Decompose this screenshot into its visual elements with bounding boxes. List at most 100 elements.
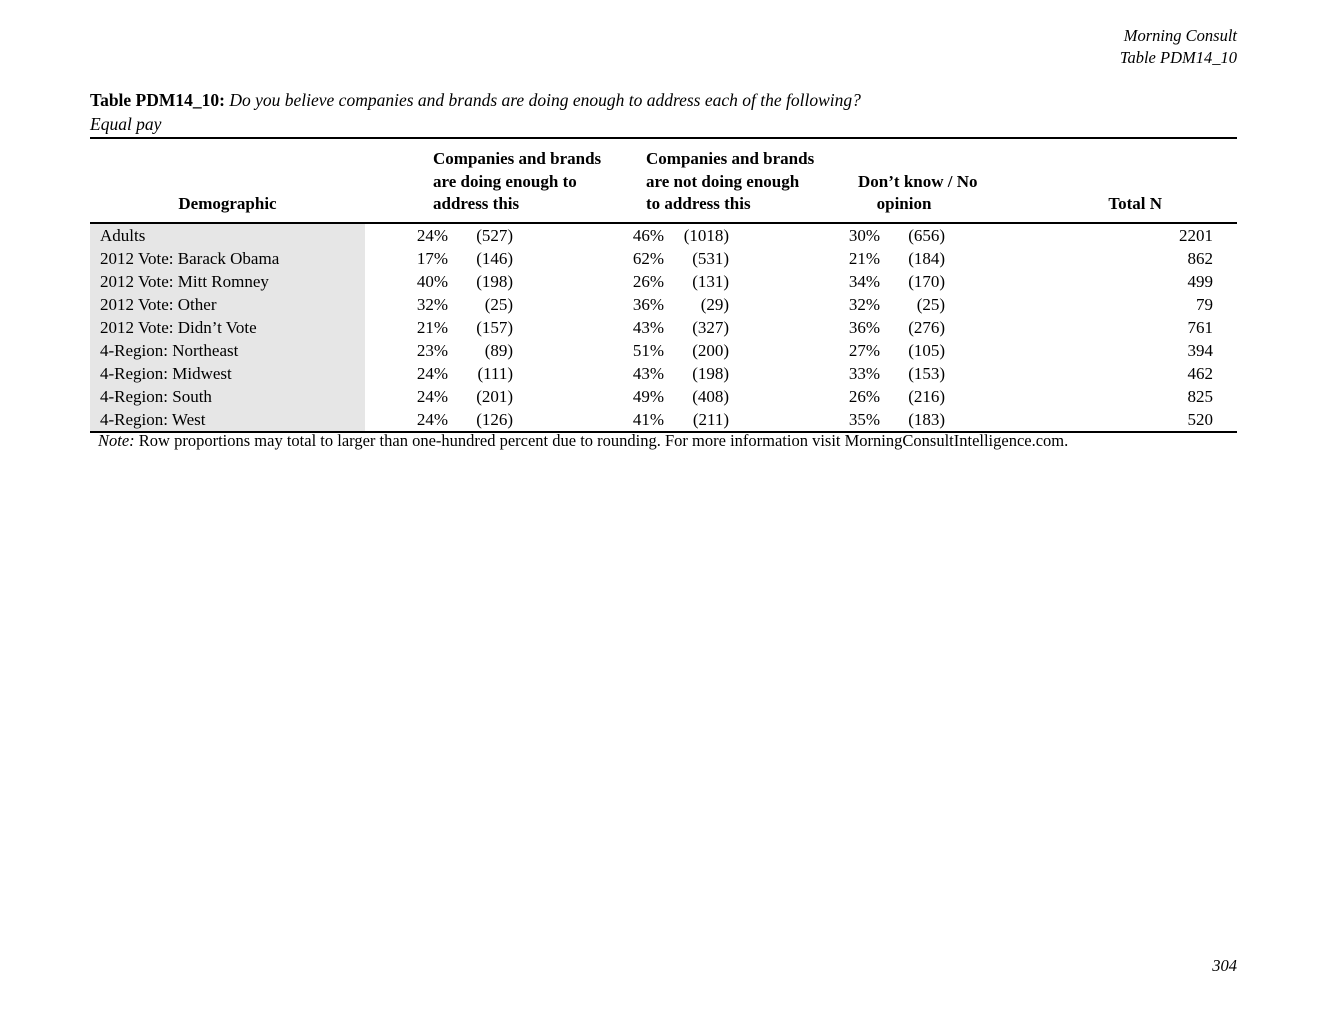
not-doing-enough-header: Companies and brands are not doing enoug…: [646, 149, 815, 213]
doing-pct-cell: 24%: [416, 363, 448, 383]
doing-count-cell: (198): [476, 271, 514, 291]
table-title: Table PDM14_10: Do you believe companies…: [90, 88, 1237, 136]
doc-header: Morning Consult Table PDM14_10: [1120, 25, 1237, 68]
not-doing-count-cell: (1018): [683, 225, 730, 245]
doing-count-cell: (527): [476, 225, 514, 245]
dont-know-pct-cell: 35%: [848, 409, 881, 429]
not-doing-count-cell: (211): [692, 409, 730, 429]
title-question: Do you believe companies and brands are …: [229, 90, 861, 110]
demographic-cell: 2012 Vote: Barack Obama: [90, 246, 365, 270]
dont-know-count-cell: (25): [916, 294, 946, 314]
dont-know-count-cell: (184): [908, 248, 946, 268]
header-row: Demographic Companies and brands are doi…: [90, 139, 1238, 223]
title-label: Table PDM14_10:: [90, 90, 225, 110]
doing-count-cell: (146): [476, 248, 514, 268]
doing-count-cell: (25): [484, 294, 514, 314]
dont-know-count-cell: (276): [908, 317, 946, 337]
table-row: Adults 24% (527) 46% (1018) 30% (656) 22…: [90, 222, 1237, 247]
footnote: Note: Row proportions may total to large…: [98, 431, 1238, 451]
doing-pct-cell: 40%: [416, 271, 448, 291]
page-number: 304: [1212, 956, 1237, 975]
not-doing-count-cell: (327): [692, 317, 730, 337]
total-n-cell: 862: [1187, 248, 1214, 268]
not-doing-pct-cell: 26%: [632, 271, 665, 291]
not-doing-count-cell: (200): [692, 340, 730, 360]
dont-know-count-cell: (656): [908, 225, 946, 245]
crosstab-table-wrap: Demographic Companies and brands are doi…: [90, 137, 1238, 433]
dont-know-pct-cell: 30%: [848, 225, 881, 245]
table-row: 2012 Vote: Other 32% (25) 36% (29) 32% (…: [90, 292, 1237, 316]
footnote-label: Note:: [98, 431, 135, 450]
footnote-text: Row proportions may total to larger than…: [138, 431, 1069, 450]
doing-pct-cell: 32%: [416, 294, 448, 314]
crosstab-table: Demographic Companies and brands are doi…: [90, 139, 1238, 431]
total-n-cell: 499: [1187, 271, 1214, 291]
doing-enough-header: Companies and brands are doing enough to…: [433, 149, 602, 213]
table-row: 2012 Vote: Barack Obama 17% (146) 62% (5…: [90, 246, 1237, 270]
demographic-cell: 4-Region: West: [90, 407, 365, 431]
doing-pct-cell: 21%: [416, 317, 448, 337]
total-n-cell: 462: [1187, 363, 1214, 383]
not-doing-count-cell: (408): [692, 386, 730, 406]
doing-count-cell: (89): [484, 340, 514, 360]
total-n-cell: 394: [1187, 340, 1214, 360]
dont-know-count-cell: (183): [908, 409, 946, 429]
dont-know-pct-cell: 21%: [848, 248, 881, 268]
doing-pct-cell: 23%: [416, 340, 448, 360]
not-doing-pct-cell: 51%: [632, 340, 665, 360]
total-n-cell: 825: [1187, 386, 1214, 406]
dont-know-count-cell: (170): [908, 271, 946, 291]
doing-count-cell: (111): [477, 363, 514, 383]
title-line: Table PDM14_10: Do you believe companies…: [90, 88, 1237, 112]
demographic-cell: 4-Region: South: [90, 384, 365, 408]
not-doing-pct-cell: 43%: [632, 317, 665, 337]
not-doing-pct-cell: 49%: [632, 386, 665, 406]
doc-header-table-ref: Table PDM14_10: [1119, 47, 1237, 67]
dont-know-pct-cell: 26%: [848, 386, 881, 406]
dont-know-pct-cell: 36%: [848, 317, 881, 337]
dont-know-header: Don’t know / No opinion: [858, 171, 978, 214]
not-doing-pct-cell: 43%: [632, 363, 665, 383]
demographic-cell: 4-Region: Northeast: [90, 338, 365, 362]
doing-count-cell: (157): [476, 317, 514, 337]
doing-pct-cell: 24%: [416, 225, 448, 245]
demographic-header: Demographic: [178, 194, 277, 213]
total-n-cell: 761: [1187, 317, 1214, 337]
not-doing-count-cell: (29): [700, 294, 730, 314]
doing-pct-cell: 24%: [416, 409, 448, 429]
total-n-header: Total N: [1108, 194, 1163, 213]
demographic-cell: 2012 Vote: Mitt Romney: [90, 269, 365, 293]
total-n-cell: 79: [1196, 294, 1214, 314]
dont-know-count-cell: (216): [908, 386, 946, 406]
dont-know-pct-cell: 27%: [848, 340, 881, 360]
demographic-cell: 4-Region: Midwest: [90, 361, 365, 385]
not-doing-pct-cell: 36%: [632, 294, 665, 314]
dont-know-pct-cell: 32%: [848, 294, 881, 314]
doing-pct-cell: 17%: [416, 248, 448, 268]
demographic-cell: 2012 Vote: Other: [90, 292, 365, 316]
not-doing-pct-cell: 46%: [632, 225, 665, 245]
table-row: 2012 Vote: Mitt Romney 40% (198) 26% (13…: [90, 269, 1237, 293]
doing-count-cell: (126): [476, 409, 514, 429]
dont-know-count-cell: (105): [908, 340, 946, 360]
table-row: 2012 Vote: Didn’t Vote 21% (157) 43% (32…: [90, 315, 1237, 339]
not-doing-count-cell: (531): [692, 248, 730, 268]
total-n-cell: 2201: [1179, 225, 1214, 245]
not-doing-pct-cell: 41%: [632, 409, 665, 429]
doing-count-cell: (201): [476, 386, 514, 406]
table-row: 4-Region: Midwest 24% (111) 43% (198) 33…: [90, 361, 1237, 385]
demographic-cell: Adults: [90, 222, 365, 247]
dont-know-count-cell: (153): [908, 363, 946, 383]
doc-header-org: Morning Consult: [1123, 26, 1237, 45]
not-doing-count-cell: (131): [692, 271, 730, 291]
total-n-cell: 520: [1187, 409, 1214, 429]
table-row: 4-Region: West 24% (126) 41% (211) 35% (…: [90, 407, 1237, 431]
demographic-cell: 2012 Vote: Didn’t Vote: [90, 315, 365, 339]
table-row: 4-Region: South 24% (201) 49% (408) 26% …: [90, 384, 1237, 408]
dont-know-pct-cell: 34%: [848, 271, 881, 291]
table-row: 4-Region: Northeast 23% (89) 51% (200) 2…: [90, 338, 1237, 362]
doing-pct-cell: 24%: [416, 386, 448, 406]
dont-know-pct-cell: 33%: [848, 363, 881, 383]
title-topic: Equal pay: [90, 114, 162, 134]
not-doing-count-cell: (198): [692, 363, 730, 383]
